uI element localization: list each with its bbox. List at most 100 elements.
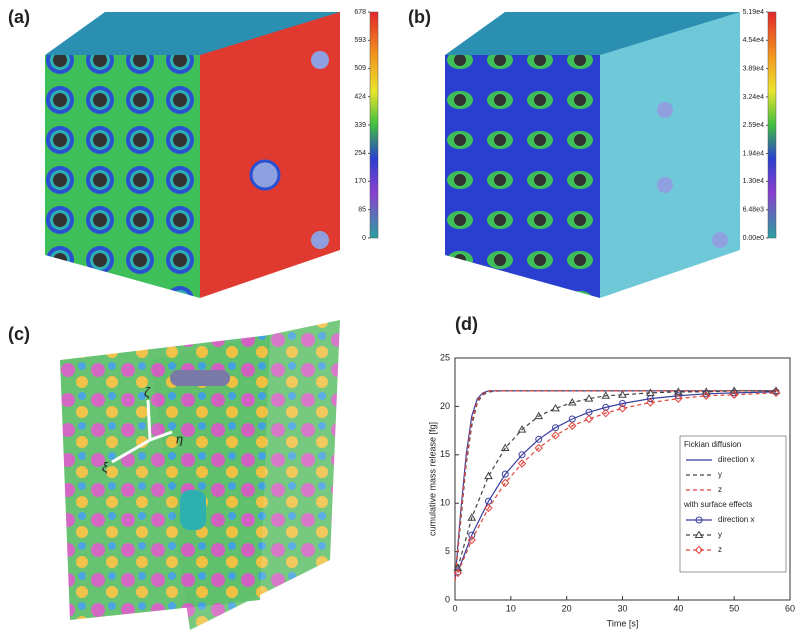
marker bbox=[453, 563, 463, 572]
colorbar-label: 2.59e4 bbox=[743, 122, 765, 129]
y-tick-label: 20 bbox=[440, 401, 450, 411]
legend-label: direction x bbox=[718, 455, 754, 464]
marker bbox=[467, 513, 477, 521]
panel-label: (a) bbox=[8, 7, 30, 27]
axis-symbol: η bbox=[176, 431, 183, 446]
marker bbox=[517, 459, 527, 468]
marker bbox=[673, 387, 683, 395]
colorbar-label: 424 bbox=[354, 94, 366, 101]
y-tick-label: 10 bbox=[440, 498, 450, 508]
colorbar-label: 0.00e0 bbox=[743, 235, 765, 242]
colorbar-label: 509 bbox=[354, 65, 366, 72]
marker bbox=[701, 387, 711, 395]
colorbar-label: 0 bbox=[362, 235, 366, 242]
x-tick-label: 40 bbox=[673, 603, 683, 613]
colorbar bbox=[369, 11, 379, 239]
axis-symbol: ξ bbox=[102, 459, 109, 474]
marker bbox=[729, 390, 739, 399]
legend-marker bbox=[694, 530, 704, 538]
colorbar-label: 339 bbox=[354, 122, 366, 129]
marker bbox=[467, 535, 476, 545]
slices-c bbox=[60, 320, 340, 630]
x-axis-label: Time [s] bbox=[607, 618, 639, 628]
marker bbox=[646, 388, 655, 396]
cube-b bbox=[445, 12, 740, 298]
colorbar-label: 6.48e3 bbox=[743, 207, 765, 214]
marker bbox=[702, 391, 711, 400]
colorbar-label: 254 bbox=[354, 150, 366, 157]
marker bbox=[552, 424, 559, 432]
marker bbox=[534, 411, 544, 420]
marker bbox=[601, 391, 611, 399]
x-tick-label: 30 bbox=[617, 603, 627, 613]
series-line bbox=[457, 390, 777, 569]
x-tick-label: 0 bbox=[452, 603, 457, 613]
marker bbox=[619, 399, 626, 407]
marker bbox=[601, 408, 610, 418]
marker bbox=[500, 443, 510, 452]
colorbar-label: 170 bbox=[354, 178, 366, 185]
series-line bbox=[457, 392, 777, 574]
marker bbox=[518, 451, 526, 459]
legend-group: Fickian diffusion bbox=[684, 440, 741, 449]
marker bbox=[567, 398, 577, 406]
series-line bbox=[454, 390, 779, 581]
x-tick-label: 50 bbox=[729, 603, 739, 613]
colorbar-label: 3.24e4 bbox=[743, 94, 765, 101]
marker bbox=[771, 388, 781, 398]
marker bbox=[674, 392, 682, 400]
legend-box bbox=[679, 435, 787, 573]
marker bbox=[729, 386, 739, 394]
axis-symbol: ζ bbox=[144, 384, 151, 399]
panel-label: (d) bbox=[455, 314, 478, 334]
marker bbox=[584, 394, 594, 402]
y-tick-label: 0 bbox=[445, 594, 450, 604]
x-tick-label: 20 bbox=[562, 603, 572, 613]
legend-label: direction x bbox=[718, 515, 754, 524]
marker bbox=[584, 414, 594, 424]
x-tick-label: 10 bbox=[506, 603, 516, 613]
marker bbox=[551, 431, 560, 440]
legend-label: y bbox=[718, 470, 722, 479]
colorbar-label: 593 bbox=[354, 37, 366, 44]
marker bbox=[517, 425, 527, 433]
colorbar-label: 1.94e4 bbox=[743, 150, 765, 157]
legend-label: z bbox=[718, 545, 722, 554]
colorbar-label: 678 bbox=[354, 9, 366, 16]
marker bbox=[618, 390, 627, 398]
colorbar bbox=[767, 11, 777, 239]
marker bbox=[551, 403, 560, 412]
colorbar-label: 5.19e4 bbox=[743, 9, 765, 16]
colorbar-label: 1.30e4 bbox=[743, 178, 765, 185]
cube-a bbox=[45, 12, 340, 298]
y-axis-label: cumulative mass release [fg] bbox=[427, 422, 437, 536]
marker bbox=[468, 531, 476, 539]
y-tick-label: 25 bbox=[440, 352, 450, 362]
colorbar-label: 4.54e4 bbox=[743, 37, 765, 44]
colorbar-label: 3.89e4 bbox=[743, 65, 765, 72]
legend-label: y bbox=[718, 530, 722, 539]
marker bbox=[618, 404, 627, 413]
marker bbox=[453, 568, 462, 578]
panel-label: (b) bbox=[408, 7, 431, 27]
marker bbox=[501, 470, 509, 478]
y-tick-label: 15 bbox=[440, 449, 450, 459]
marker bbox=[484, 503, 493, 513]
legend-group: with surface effects bbox=[683, 500, 752, 509]
legend-label: z bbox=[718, 485, 722, 494]
marker bbox=[484, 471, 493, 480]
marker bbox=[535, 435, 543, 443]
colorbar-label: 85 bbox=[358, 207, 366, 214]
legend-marker bbox=[694, 545, 704, 555]
marker bbox=[501, 478, 510, 488]
legend-marker bbox=[695, 516, 703, 524]
marker bbox=[534, 443, 543, 453]
marker bbox=[568, 421, 577, 430]
y-tick-label: 5 bbox=[445, 546, 450, 556]
marker bbox=[646, 398, 655, 407]
panel-label: (c) bbox=[8, 324, 30, 344]
series-line bbox=[457, 391, 777, 573]
marker bbox=[674, 394, 683, 403]
x-tick-label: 60 bbox=[785, 603, 795, 613]
